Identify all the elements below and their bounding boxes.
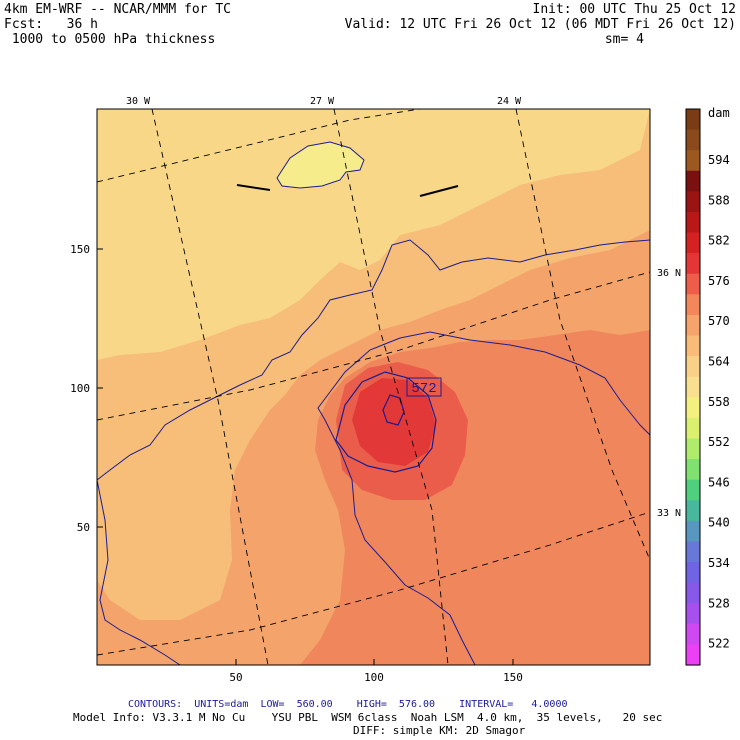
y-tick-100: 100	[70, 382, 90, 395]
init-time: Init: 00 UTC Thu 25 Oct 12	[532, 2, 737, 17]
thickness-field	[97, 109, 650, 665]
meridian-27w	[333, 109, 449, 665]
colorbar-label: 534	[708, 556, 730, 570]
x-tick-150: 150	[503, 671, 523, 684]
diff-info: DIFF: simple KM: 2D Smagor	[353, 724, 526, 737]
colorbar-label: 546	[708, 475, 730, 489]
colorbar-label: 552	[708, 435, 730, 449]
meridian-24w	[515, 109, 650, 561]
colorbar-swatch	[686, 273, 700, 295]
colorbar-label: 588	[708, 193, 730, 207]
smoothing-value: sm= 4	[604, 32, 644, 47]
contour-info: CONTOURS: UNITS=dam LOW= 560.00 HIGH= 57…	[128, 699, 568, 710]
model-info: Model Info: V3.3.1 M No Cu YSU PBL WSM 6…	[73, 711, 663, 724]
southwest-coast	[97, 479, 181, 665]
colorbar-label: 564	[708, 355, 730, 369]
colorbar-swatch	[686, 438, 700, 460]
contour-label: 572	[411, 381, 436, 397]
colorbar-label: 522	[708, 637, 730, 651]
colorbar-swatch	[686, 232, 700, 254]
y-tick-150: 150	[70, 243, 90, 256]
barb-mark-right	[419, 185, 459, 197]
x-tick-50: 50	[229, 671, 242, 684]
forecast-hour: Fcst: 36 h	[4, 17, 98, 32]
colorbar-label: 582	[708, 234, 730, 248]
colorbar-swatch	[686, 191, 700, 213]
colorbar-swatch	[686, 335, 700, 357]
contour-572	[335, 371, 437, 473]
coastline	[97, 239, 650, 481]
colorbar-label: 570	[708, 314, 730, 328]
colorbar-swatch	[686, 541, 700, 563]
colorbar-swatch	[686, 170, 700, 192]
colorbar-unit: dam	[708, 106, 730, 120]
colorbar-swatch	[686, 356, 700, 378]
barb-mark-left	[236, 184, 271, 191]
colorbar-swatch	[686, 109, 700, 131]
band-pale-yellow	[276, 141, 365, 189]
colorbar-swatch	[686, 644, 700, 666]
frame-ticks	[97, 248, 514, 665]
colorbar-swatch	[686, 520, 700, 543]
colorbar-swatch	[686, 500, 700, 522]
lon-label-24w: 24 W	[497, 96, 522, 107]
colorbar-labels: 594 588 582 576 570 564 558 552 546 540 534 528 522	[708, 153, 730, 651]
model-title: 4km EM-WRF -- NCAR/MMM for TC	[4, 2, 231, 17]
contour-label-box	[406, 377, 442, 397]
x-tick-100: 100	[364, 671, 384, 684]
colorbar-swatch	[686, 294, 700, 316]
colorbar-label: 558	[708, 395, 730, 409]
colorbar-swatch	[686, 253, 700, 275]
colorbar-label: 576	[708, 274, 730, 288]
colorbar-swatch	[686, 562, 700, 584]
lat-label-36n: 36 N	[657, 268, 681, 279]
colorbar-swatch	[686, 479, 700, 501]
colorbar-swatch	[686, 129, 700, 151]
meridian-30w	[151, 109, 269, 665]
island-outline	[317, 331, 650, 665]
colorbar-swatch	[686, 211, 700, 234]
colorbar-swatch	[686, 376, 700, 398]
field-name: 1000 to 0500 hPa thickness	[4, 32, 216, 47]
colorbar-swatch	[686, 623, 700, 645]
colorbar-swatch	[686, 314, 700, 337]
colorbar-frame	[685, 108, 701, 666]
graticule	[97, 109, 650, 665]
lat-label-33n: 33 N	[657, 508, 681, 519]
colorbar-label: 594	[708, 153, 730, 167]
band-deep-red	[352, 378, 436, 466]
parallel-33n	[97, 511, 650, 656]
lon-label-30w: 30 W	[126, 96, 151, 107]
parallel-36n	[97, 271, 650, 421]
colorbar-swatch	[686, 459, 700, 481]
colorbar-label: 540	[708, 516, 730, 530]
y-tick-50: 50	[77, 521, 90, 534]
colorbar-swatch	[686, 150, 700, 172]
colorbar-swatch	[686, 417, 700, 440]
colorbar-swatch	[686, 603, 700, 625]
valid-time: Valid: 12 UTC Fri 26 Oct 12 (06 MDT Fri …	[344, 17, 736, 32]
colorbar-swatch	[686, 582, 700, 604]
lon-label-27w: 27 W	[310, 96, 335, 107]
colorbar-label: 528	[708, 596, 730, 610]
colorbar	[686, 109, 700, 666]
colorbar-swatch	[686, 397, 700, 419]
